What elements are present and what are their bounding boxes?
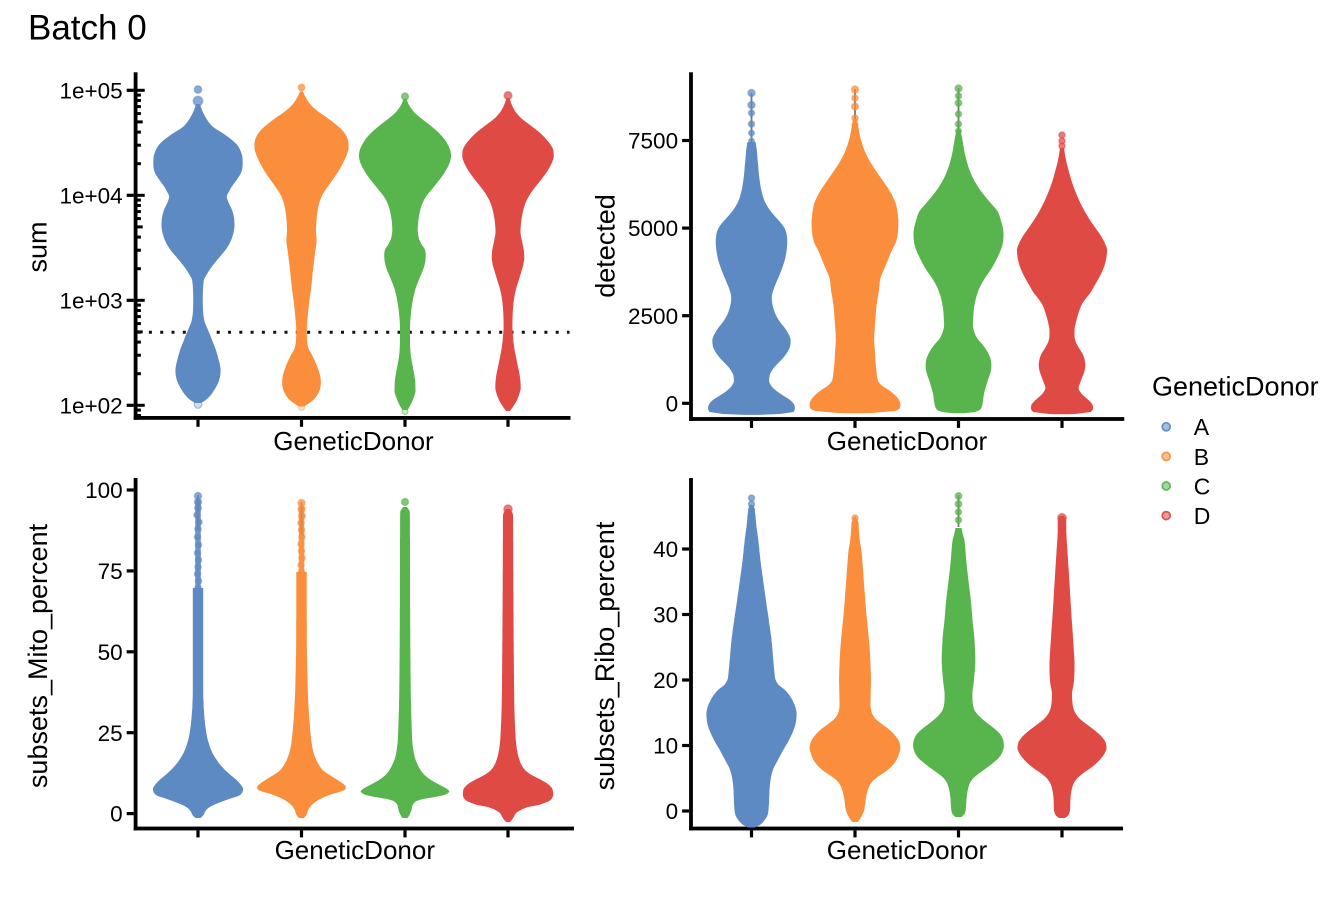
svg-text:A: A: [1194, 414, 1210, 440]
svg-text:detected: detected: [591, 194, 621, 298]
svg-text:1e+03: 1e+03: [59, 288, 122, 313]
svg-text:D: D: [1194, 503, 1211, 529]
svg-text:0: 0: [666, 391, 679, 416]
svg-text:subsets_Ribo_percent: subsets_Ribo_percent: [590, 521, 620, 790]
svg-text:0: 0: [666, 799, 679, 824]
svg-text:GeneticDonor: GeneticDonor: [827, 426, 988, 456]
svg-text:GeneticDonor: GeneticDonor: [273, 426, 434, 456]
svg-text:1e+05: 1e+05: [59, 78, 122, 103]
svg-text:5000: 5000: [628, 216, 678, 241]
svg-text:10: 10: [653, 734, 678, 759]
svg-text:1e+02: 1e+02: [59, 393, 122, 418]
svg-text:sum: sum: [23, 221, 53, 272]
svg-text:40: 40: [653, 537, 678, 562]
svg-text:GeneticDonor: GeneticDonor: [827, 835, 988, 865]
svg-text:2500: 2500: [628, 304, 678, 329]
svg-text:7500: 7500: [628, 129, 678, 154]
svg-text:subsets_Mito_percent: subsets_Mito_percent: [23, 523, 53, 788]
svg-text:100: 100: [85, 478, 123, 503]
svg-text:25: 25: [98, 721, 123, 746]
svg-text:C: C: [1194, 473, 1211, 499]
svg-text:GeneticDonor: GeneticDonor: [275, 835, 436, 865]
svg-text:50: 50: [98, 640, 123, 665]
svg-text:GeneticDonor: GeneticDonor: [1152, 372, 1319, 402]
svg-text:Batch 0: Batch 0: [28, 9, 147, 48]
svg-text:B: B: [1194, 444, 1209, 470]
svg-text:20: 20: [653, 668, 678, 693]
svg-text:1e+04: 1e+04: [59, 183, 122, 208]
svg-text:75: 75: [98, 559, 123, 584]
svg-text:0: 0: [110, 802, 123, 827]
svg-text:30: 30: [653, 603, 678, 628]
